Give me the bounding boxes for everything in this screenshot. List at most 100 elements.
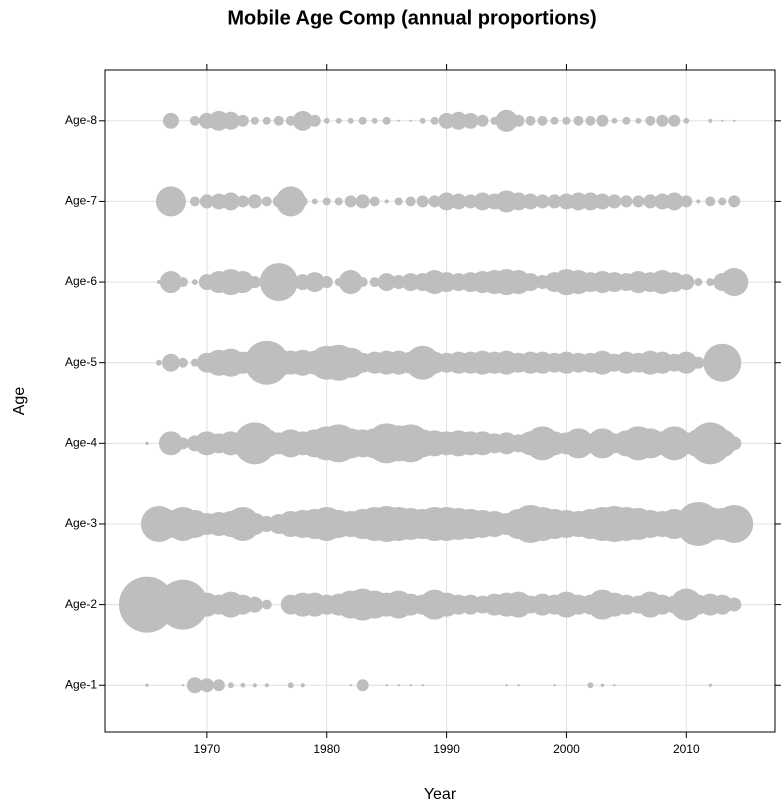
bubble	[176, 437, 189, 450]
bubble	[675, 351, 698, 374]
bubble	[273, 115, 284, 126]
bubble	[587, 682, 594, 689]
bubble	[300, 683, 305, 688]
bubble	[186, 677, 203, 694]
bubble	[463, 194, 478, 209]
bubble	[155, 186, 186, 217]
bubble	[521, 273, 540, 292]
bubble	[190, 358, 199, 367]
bubble	[355, 194, 370, 209]
bubble	[161, 353, 180, 372]
bubble	[706, 278, 715, 287]
bubble	[473, 192, 492, 211]
bubble	[221, 111, 240, 130]
x-tick-label: 2000	[553, 742, 580, 756]
bubble	[199, 678, 214, 693]
bubble	[495, 109, 518, 132]
x-axis-label: Year	[424, 786, 457, 803]
y-tick-label: Age-8	[65, 113, 97, 127]
bubble	[344, 195, 357, 208]
bubble	[705, 196, 716, 207]
bubble	[715, 504, 754, 543]
bubble	[437, 192, 456, 211]
bubble	[692, 356, 705, 369]
bubble	[721, 119, 724, 123]
bubble	[243, 512, 266, 535]
y-tick-label: Age-6	[65, 274, 97, 288]
bubble	[581, 192, 600, 211]
bubble	[335, 117, 342, 124]
bubble	[311, 198, 318, 205]
bubble	[683, 117, 690, 124]
bubble	[525, 115, 536, 126]
bubble	[409, 684, 412, 687]
bubble	[275, 186, 306, 217]
bubble	[308, 114, 321, 127]
bubble	[261, 196, 272, 207]
bubble	[718, 197, 727, 206]
bubble	[377, 273, 396, 292]
bubble	[231, 271, 254, 294]
bubble	[391, 275, 406, 290]
bubble	[505, 684, 508, 687]
bubble	[397, 119, 400, 123]
y-tick-label: Age-2	[65, 597, 97, 611]
bubble	[449, 111, 468, 130]
y-tick-label: Age-1	[65, 677, 97, 691]
bubble	[297, 196, 308, 207]
bubble	[240, 682, 246, 688]
plot-frame	[104, 69, 776, 733]
bubble	[421, 684, 424, 687]
bubble	[703, 343, 742, 382]
y-tick-label: Age-7	[65, 194, 97, 208]
bubble	[236, 114, 249, 127]
y-tick-label: Age-5	[65, 355, 97, 369]
bubble	[694, 278, 703, 287]
bubble	[645, 115, 656, 126]
bubble	[349, 684, 352, 687]
bubble	[358, 116, 367, 125]
bubble	[509, 192, 528, 211]
y-tick-label: Age-4	[65, 436, 97, 450]
bubble	[397, 684, 400, 687]
bubble	[158, 431, 183, 456]
bubble	[522, 193, 539, 210]
bubble	[680, 195, 693, 208]
bubble	[287, 682, 294, 689]
bubble	[292, 110, 313, 131]
bubble	[322, 197, 331, 206]
bubble	[708, 118, 713, 123]
bubble	[537, 115, 548, 126]
grid	[105, 70, 775, 732]
bubble	[535, 194, 550, 209]
bubble	[162, 112, 179, 129]
bubble	[416, 195, 429, 208]
bubble	[382, 116, 391, 125]
bubble	[462, 112, 479, 129]
bubble	[369, 196, 380, 207]
bubbles	[118, 109, 754, 694]
bubble	[696, 199, 701, 204]
bubble	[712, 594, 733, 615]
bubble	[247, 194, 262, 209]
bubble	[250, 116, 259, 125]
bubble	[547, 194, 562, 209]
bubble	[585, 115, 596, 126]
bubble	[338, 270, 363, 295]
bubble	[262, 116, 271, 125]
bubble	[727, 597, 742, 612]
bubble	[371, 117, 378, 124]
bubble	[320, 276, 333, 289]
bubble	[264, 683, 269, 688]
bubble	[517, 684, 520, 687]
bubble	[596, 114, 609, 127]
bubble	[394, 197, 403, 206]
bubble	[428, 195, 441, 208]
bubble	[512, 114, 525, 127]
chart-title: Mobile Age Comp (annual proportions)	[227, 7, 596, 29]
bubble	[643, 194, 658, 209]
bubble	[357, 277, 368, 288]
bubble	[236, 195, 249, 208]
bubble	[259, 263, 298, 302]
bubble	[384, 199, 389, 204]
